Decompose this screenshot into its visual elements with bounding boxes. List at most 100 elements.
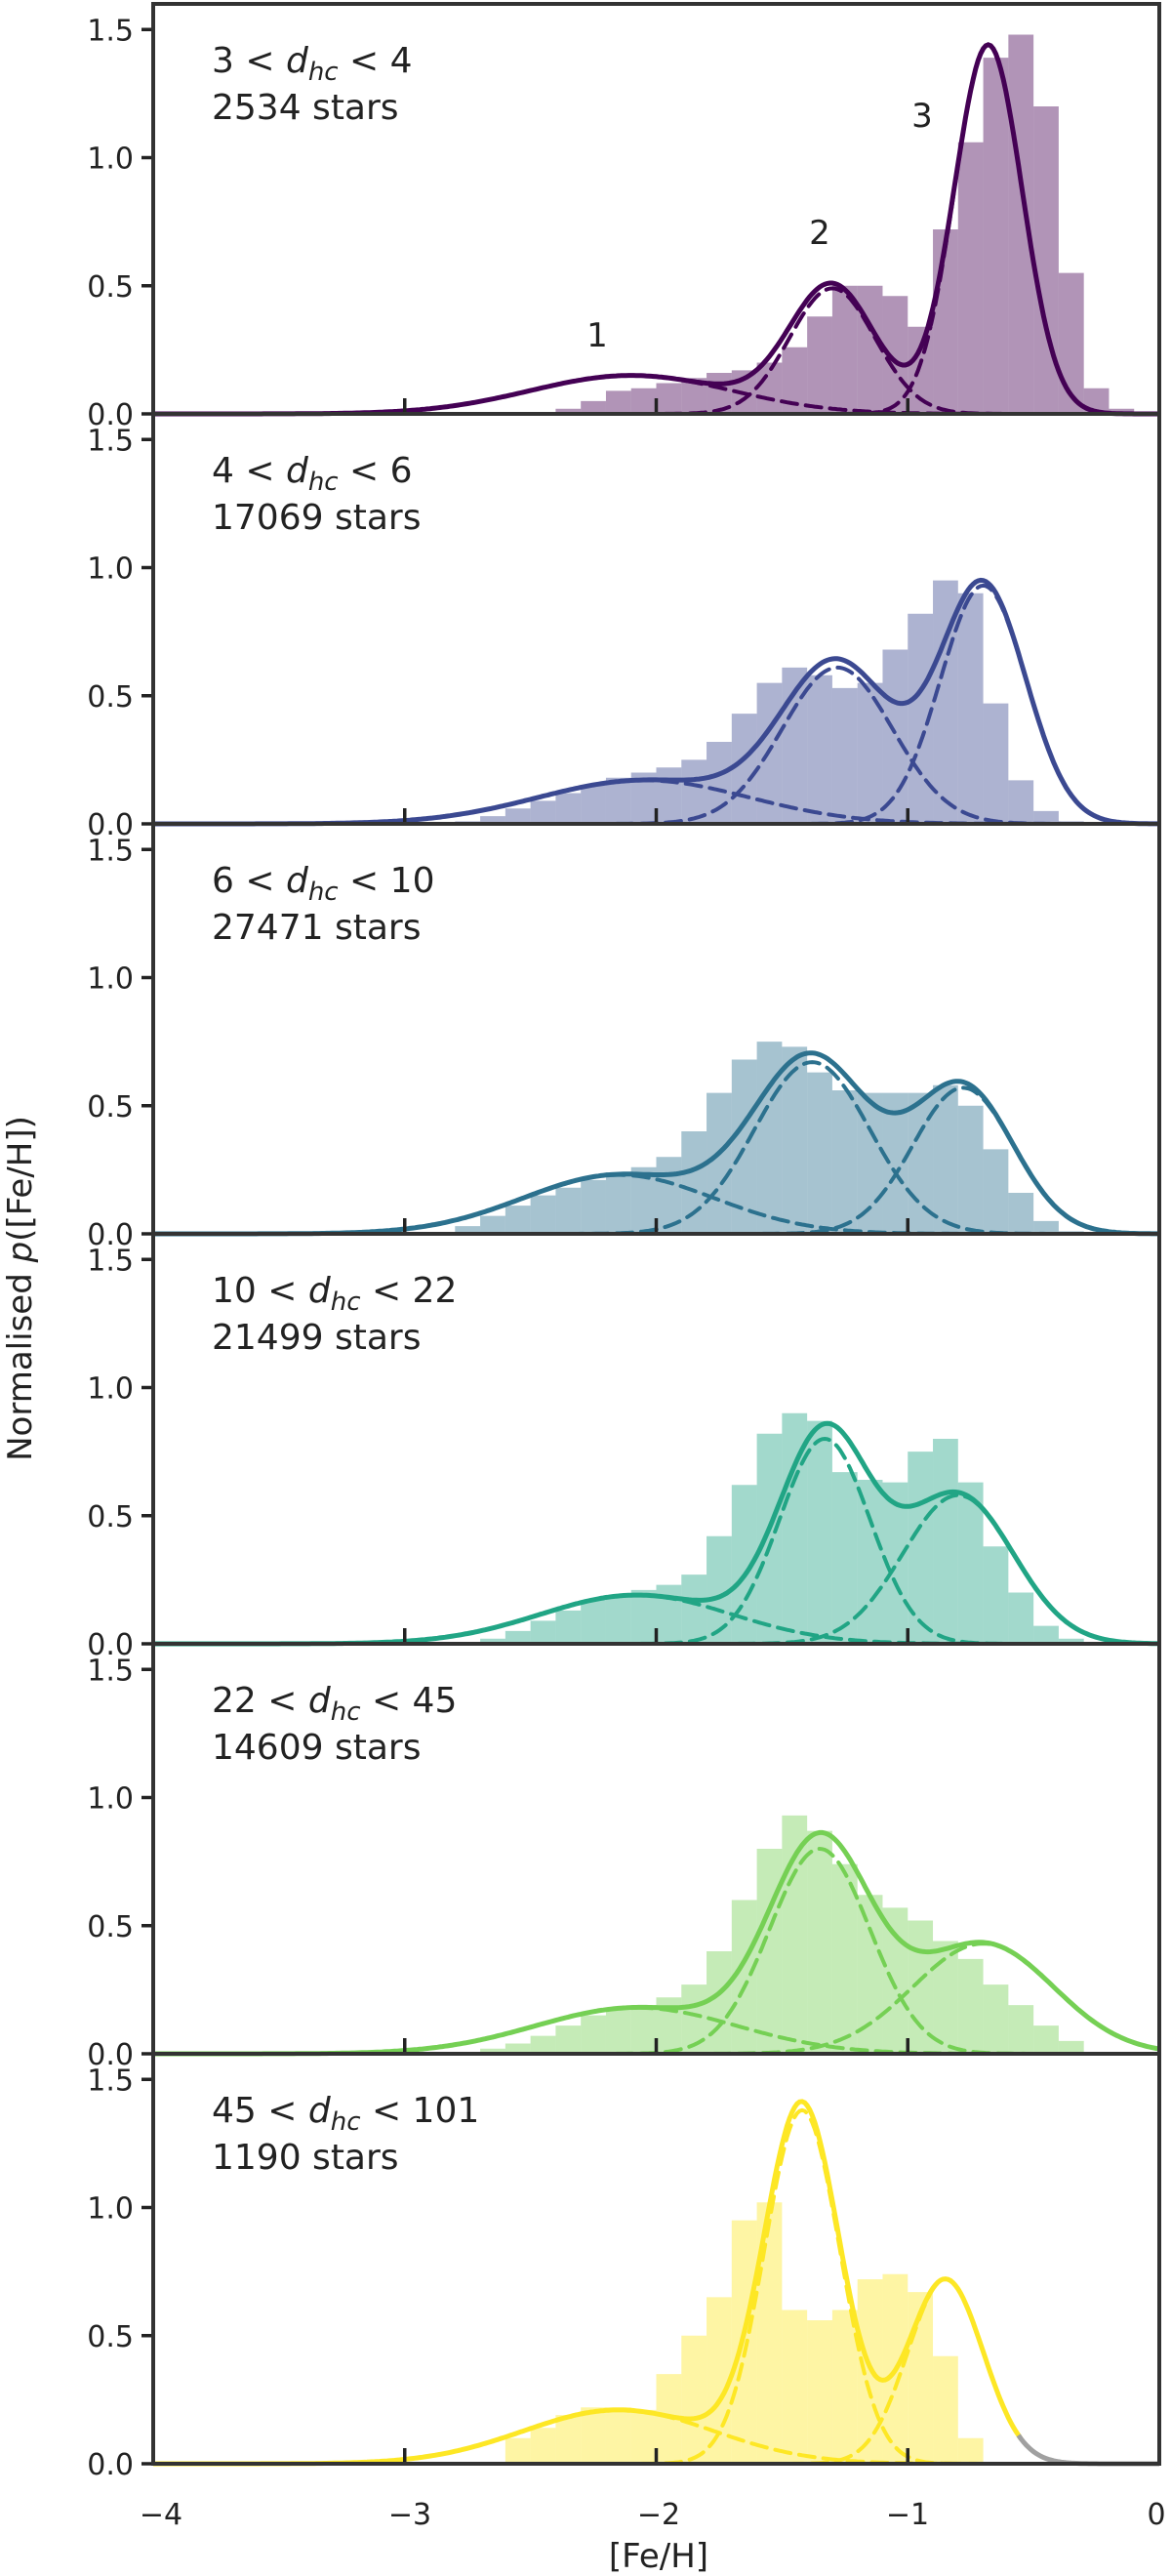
histogram-bar xyxy=(831,687,858,824)
y-tick-label: 1.0 xyxy=(87,2192,134,2227)
histogram-bar xyxy=(807,1830,832,2054)
title-upper-bound: < 10 xyxy=(339,861,435,901)
histogram-bar xyxy=(555,408,582,414)
histogram-bar xyxy=(1033,1220,1059,1234)
histogram-bar xyxy=(807,675,832,824)
histogram-bar xyxy=(581,785,606,824)
title-variable: d xyxy=(286,41,309,81)
histogram-bar xyxy=(480,1638,505,1644)
histogram-bar xyxy=(957,1958,984,2054)
y-tick-label: 1.0 xyxy=(87,962,134,997)
histogram-bar xyxy=(831,2310,858,2464)
histogram-bar xyxy=(957,593,984,824)
histogram-bar xyxy=(957,1105,984,1234)
title-lower-bound: 3 < xyxy=(212,41,286,81)
histogram-bar xyxy=(530,1195,556,1234)
title-upper-bound: < 45 xyxy=(361,1681,458,1721)
histogram-bar xyxy=(505,1206,531,1234)
histogram-bar xyxy=(831,1090,858,1234)
histogram-bar xyxy=(782,1046,808,1234)
histogram-bar xyxy=(455,1226,481,1234)
histogram-bar xyxy=(555,2415,582,2464)
histogram-bar xyxy=(807,2320,832,2464)
histogram-bar xyxy=(581,2015,606,2054)
title-subscript: hc xyxy=(331,1288,361,1317)
y-axis-label-suffix: ([Fe/H]) xyxy=(1,1116,40,1242)
histogram-bar xyxy=(555,2025,582,2054)
x-axis-label: [Fe/H] xyxy=(609,2537,708,2576)
histogram-bar xyxy=(857,285,883,414)
y-tick-label: 0.5 xyxy=(87,1090,134,1124)
x-tick-label: −4 xyxy=(140,2498,182,2532)
histogram-bar xyxy=(605,777,631,824)
panel-title: 22 < dhc < 45 xyxy=(212,1681,457,1727)
title-variable: d xyxy=(286,861,309,901)
star-count: 27471 stars xyxy=(212,908,421,948)
histogram-bar xyxy=(1008,1592,1034,1644)
histogram-bar xyxy=(605,390,631,414)
histogram-bar xyxy=(957,1482,984,1644)
histogram-bar xyxy=(555,793,582,824)
histogram-bar xyxy=(681,1574,707,1644)
star-count: 1190 stars xyxy=(212,2138,399,2178)
histogram-bar xyxy=(1008,1193,1034,1234)
y-tick-label: 0.5 xyxy=(87,680,134,715)
panel-title: 4 < dhc < 6 xyxy=(212,451,413,497)
histogram-bar xyxy=(505,2043,531,2054)
histogram-bar xyxy=(656,383,682,414)
title-upper-bound: < 4 xyxy=(339,41,413,81)
histogram-bar xyxy=(782,2310,808,2464)
histogram-bar xyxy=(505,2437,531,2464)
histogram-bar xyxy=(756,362,783,414)
panel-title: 10 < dhc < 22 xyxy=(212,1271,457,1317)
star-count: 14609 stars xyxy=(212,1728,421,1768)
y-tick-label: 1.0 xyxy=(87,1372,134,1407)
histogram-bar xyxy=(983,703,1009,824)
histogram-bar xyxy=(581,400,606,414)
histogram-bar xyxy=(656,767,682,824)
y-tick-label: 1.5 xyxy=(87,1244,134,1278)
y-tick-label: 0.0 xyxy=(87,398,134,432)
histogram-bar xyxy=(681,2335,707,2464)
histogram-bar xyxy=(505,1630,531,1644)
histogram-bar xyxy=(656,1584,682,1644)
histogram-bar xyxy=(857,1480,883,1644)
title-variable: d xyxy=(308,2091,332,2131)
histogram-bar xyxy=(530,800,556,824)
title-lower-bound: 10 < xyxy=(212,1271,308,1311)
histogram-bar xyxy=(807,1420,832,1644)
histogram-bar xyxy=(731,714,757,824)
title-subscript: hc xyxy=(308,878,339,907)
histogram-bar xyxy=(581,2407,606,2464)
histogram-bar xyxy=(555,1187,582,1234)
star-count: 21499 stars xyxy=(212,1318,421,1358)
title-upper-bound: < 22 xyxy=(361,1271,458,1311)
title-variable: d xyxy=(308,1681,332,1721)
histogram-bar xyxy=(983,58,1009,414)
histogram-bar xyxy=(707,1951,732,2054)
y-tick-label: 0.0 xyxy=(87,1218,134,1252)
title-subscript: hc xyxy=(308,58,339,87)
histogram-bar xyxy=(983,1546,1009,1644)
histogram-bar xyxy=(807,316,832,414)
y-tick-label: 1.0 xyxy=(87,552,134,587)
histogram-bar xyxy=(933,1084,958,1234)
histogram-bar xyxy=(581,1600,606,1644)
histogram-bar xyxy=(882,649,909,824)
y-tick-label: 1.5 xyxy=(87,424,134,458)
histogram-bar xyxy=(1008,780,1034,824)
histogram-bar xyxy=(605,1172,631,1234)
y-axis-label: Normalised p([Fe/H]) xyxy=(1,1116,40,1461)
star-count: 17069 stars xyxy=(212,498,421,538)
component-label-2: 2 xyxy=(809,214,830,253)
histogram-bar xyxy=(782,1815,808,2054)
component-label-1: 1 xyxy=(586,316,608,355)
y-tick-label: 1.5 xyxy=(87,2064,134,2098)
histogram-bar xyxy=(605,2010,631,2054)
histogram-bar xyxy=(831,1472,858,1644)
